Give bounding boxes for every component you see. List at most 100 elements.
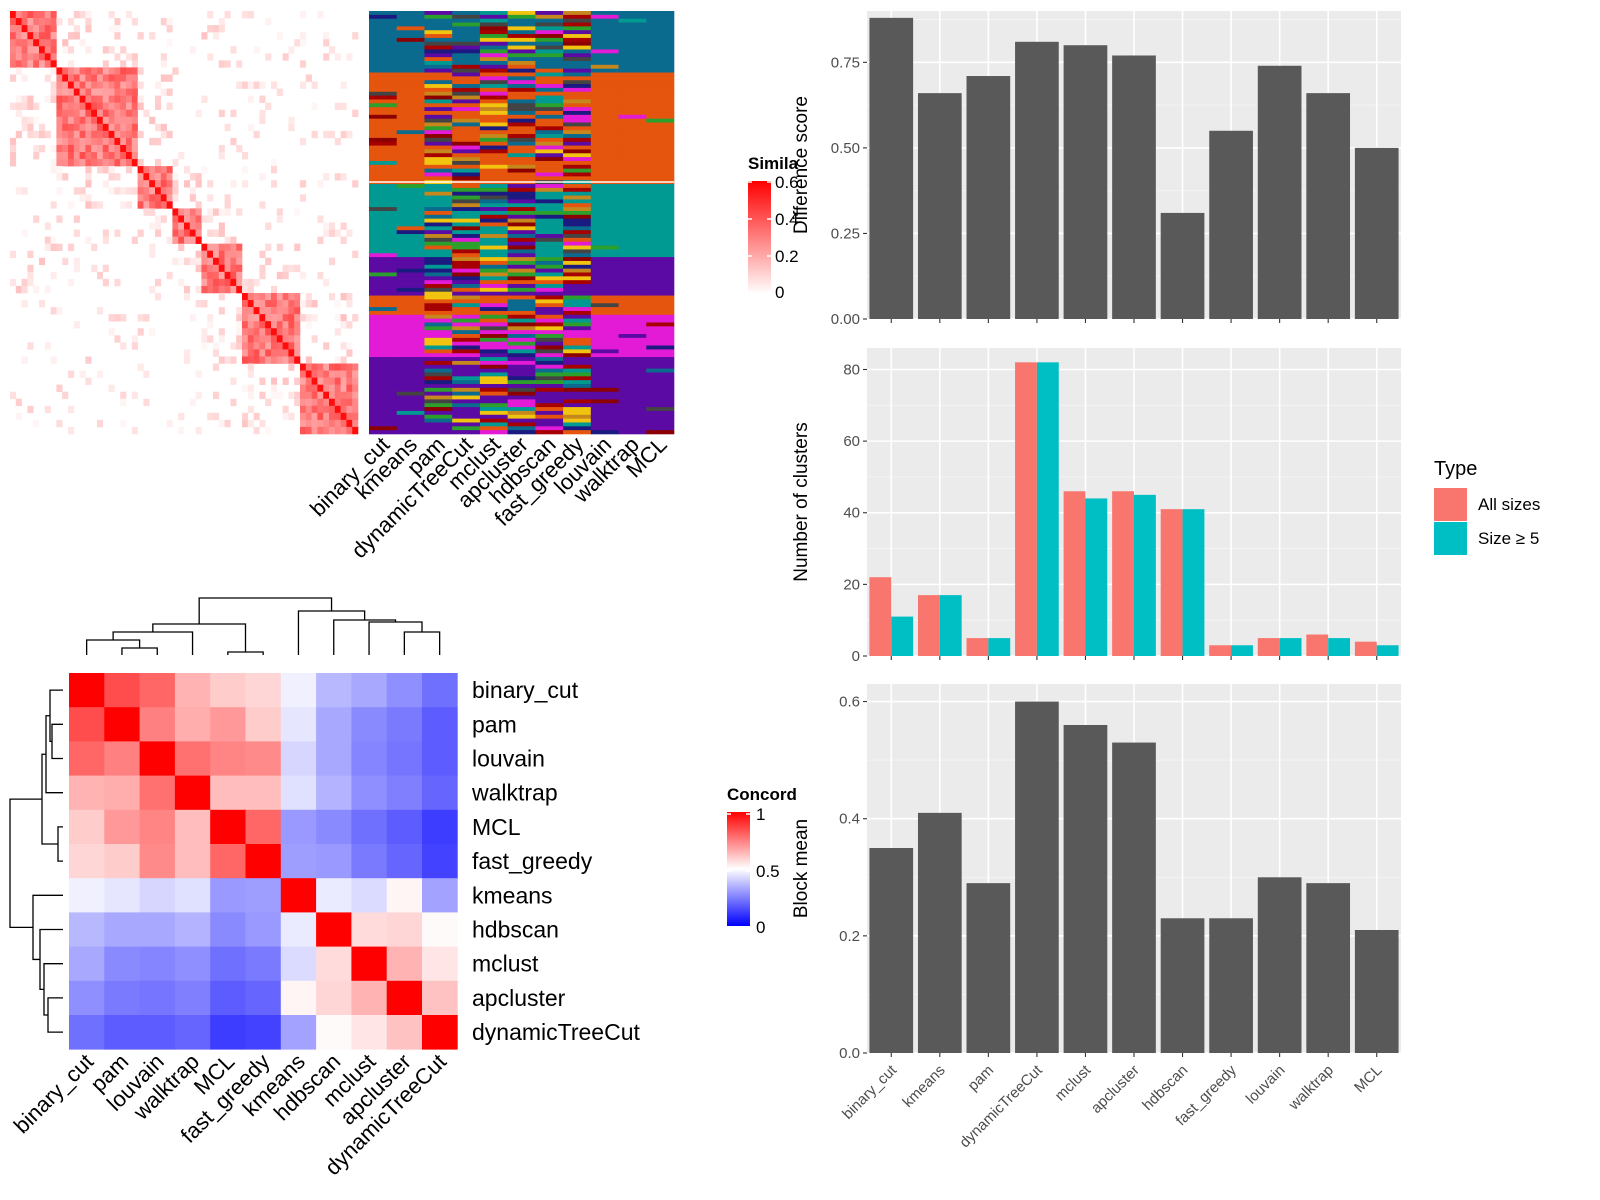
- assignment-cell: [396, 257, 425, 262]
- similarity-cell: [73, 32, 80, 40]
- dendrogram-link: [57, 826, 63, 862]
- assignment-cell: [369, 141, 398, 146]
- assignment-cell: [535, 214, 564, 219]
- similarity-cell: [79, 11, 86, 19]
- similarity-cell: [265, 243, 272, 251]
- concordance-cell: [139, 1015, 176, 1050]
- assignment-cell: [563, 87, 592, 93]
- similarity-cell: [97, 370, 104, 378]
- assignment-cell: [618, 264, 647, 269]
- assignment-cell: [452, 214, 481, 219]
- similarity-cell: [265, 102, 272, 110]
- assignment-cell: [646, 264, 675, 269]
- assignment-cell: [424, 230, 453, 235]
- assignment-cell: [507, 160, 536, 166]
- similarity-cell: [271, 349, 278, 357]
- assignment-cell: [479, 64, 508, 69]
- similarity-cell: [352, 426, 359, 435]
- similarity-cell: [27, 60, 34, 68]
- bar: [1063, 491, 1086, 656]
- similarity-cell: [33, 11, 40, 19]
- similarity-cell: [352, 405, 359, 414]
- similarity-cell: [253, 278, 260, 287]
- similarity-cell: [323, 363, 330, 371]
- assignment-cell: [590, 103, 619, 108]
- similarity-cell: [207, 243, 214, 251]
- similarity-cell: [166, 201, 173, 209]
- similarity-cell: [10, 250, 17, 259]
- assignment-cell: [646, 187, 675, 193]
- similarity-cell: [21, 39, 28, 47]
- concordance-cell: [69, 980, 105, 1016]
- assignment-cell: [424, 291, 453, 296]
- assignment-cell: [646, 22, 675, 27]
- similarity-cell: [317, 377, 324, 385]
- assignment-cell: [424, 272, 453, 277]
- concordance-cell: [210, 946, 246, 982]
- similarity-cell: [160, 74, 167, 82]
- assignment-cell: [369, 422, 398, 427]
- assignment-cell: [507, 395, 536, 400]
- similarity-cell: [131, 109, 138, 118]
- assignment-cell: [590, 49, 619, 54]
- similarity-cell: [120, 81, 127, 89]
- similarity-cell: [346, 391, 353, 400]
- similarity-cell: [39, 39, 46, 47]
- assignment-cell: [507, 430, 536, 435]
- similarity-cell: [85, 137, 92, 146]
- similarity-cell: [166, 18, 173, 26]
- assignment-cell: [563, 153, 592, 158]
- similarity-cell: [259, 307, 266, 315]
- similarity-cell: [68, 109, 75, 118]
- similarity-cell: [178, 229, 185, 237]
- assignment-cell: [507, 99, 536, 104]
- similarity-cell: [56, 419, 63, 428]
- assignment-cell: [535, 384, 564, 389]
- assignment-cell: [452, 337, 481, 343]
- assignment-cell: [452, 184, 481, 189]
- assignment-cell: [563, 149, 592, 154]
- assignment-cell: [535, 41, 564, 46]
- assignment-cell: [646, 272, 675, 277]
- similarity-cell: [334, 370, 341, 378]
- assignment-cell: [646, 376, 675, 381]
- similarity-cell: [305, 405, 312, 414]
- similarity-cell: [276, 307, 283, 315]
- concordance-cell: [316, 1015, 352, 1050]
- assignment-cell: [507, 45, 536, 50]
- assignment-cell: [507, 314, 536, 319]
- similarity-cell: [230, 243, 237, 251]
- similarity-cell: [311, 384, 318, 392]
- assignment-cell: [452, 291, 481, 296]
- assignment-cell: [535, 291, 564, 296]
- assignment-cell: [618, 260, 647, 266]
- similarity-cell: [102, 46, 109, 54]
- assignment-cell: [507, 364, 536, 369]
- concordance-cell: [280, 946, 317, 982]
- concordance-cell: [174, 912, 211, 947]
- assignment-cell: [535, 226, 564, 231]
- similarity-cell: [340, 314, 347, 322]
- assignment-cell: [479, 364, 508, 369]
- assignment-cell: [479, 218, 508, 223]
- assignment-cell: [590, 34, 619, 39]
- similarity-cell: [282, 314, 289, 322]
- assignment-cell: [535, 237, 564, 243]
- assignment-cell: [396, 226, 425, 231]
- assignment-cell: [646, 341, 675, 346]
- assignment-cell: [507, 410, 536, 416]
- assignment-cell: [369, 160, 398, 166]
- similarity-cell: [334, 300, 341, 308]
- concordance-cell: [104, 741, 140, 776]
- concordance-cell: [351, 707, 388, 742]
- similarity-cell: [271, 314, 278, 322]
- assignment-cell: [396, 380, 425, 385]
- similarity-cell: [21, 278, 28, 287]
- assignment-cell: [590, 349, 619, 354]
- assignment-cell: [535, 164, 564, 169]
- assignment-cell: [646, 207, 675, 212]
- similarity-cell: [311, 300, 318, 308]
- similarity-cell: [276, 391, 283, 400]
- assignment-cell: [646, 118, 675, 123]
- assignment-cell: [369, 22, 398, 27]
